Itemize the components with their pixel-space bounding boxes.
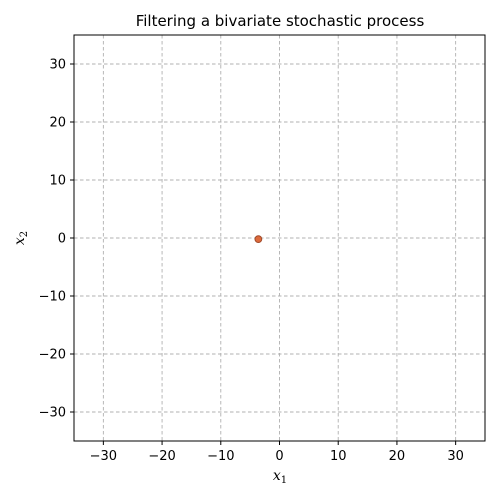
y-tick-label: −30 [39, 406, 66, 421]
y-tick-label: 10 [49, 174, 66, 189]
y-tick-label: −10 [39, 290, 66, 305]
x-axis-label-subscript: 1 [281, 475, 287, 486]
scatter-points [254, 235, 263, 244]
grid [74, 35, 485, 441]
x-tick-label: −10 [207, 449, 234, 464]
x-tick-label: 30 [447, 449, 464, 464]
x-tick-label: −20 [148, 449, 175, 464]
y-axis-ticks: −30 −20 −10 0 10 20 30 [39, 58, 74, 421]
y-axis-label-subscript: 2 [19, 231, 30, 237]
y-tick-label: −20 [39, 348, 66, 363]
x-tick-label: 10 [330, 449, 347, 464]
y-tick-label: 20 [49, 116, 66, 131]
x-tick-label: 20 [389, 449, 406, 464]
x-tick-label: −30 [90, 449, 117, 464]
y-tick-label: 0 [58, 232, 66, 247]
x-axis-label: x1 [273, 468, 287, 486]
x-tick-label: 0 [275, 449, 283, 464]
chart-title: Filtering a bivariate stochastic process [136, 12, 425, 30]
y-axis-label-base: x [12, 237, 28, 245]
scatter-point [254, 235, 263, 244]
x-axis-ticks: −30 −20 −10 0 10 20 30 [90, 441, 464, 464]
y-tick-label: 30 [49, 58, 66, 73]
x-axis-label-base: x [273, 468, 281, 484]
y-axis-label: x2 [12, 231, 30, 245]
